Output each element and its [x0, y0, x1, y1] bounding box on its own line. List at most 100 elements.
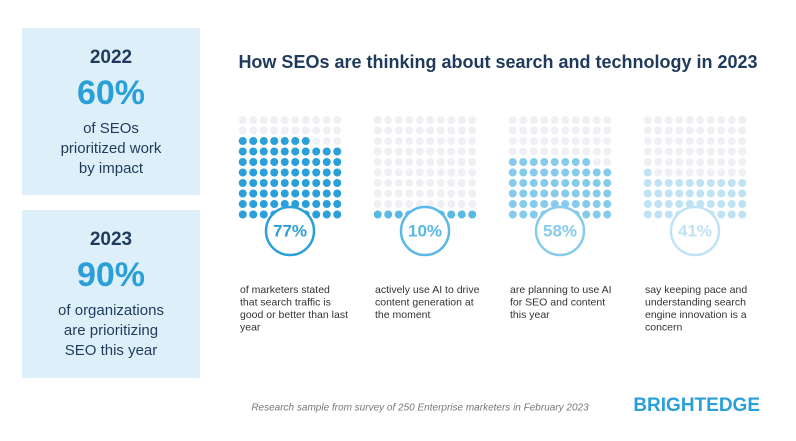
dot-empty	[394, 116, 403, 124]
dot-empty	[291, 116, 300, 124]
dot-empty	[706, 116, 715, 124]
dot-filled	[259, 168, 268, 177]
dot-filled	[675, 179, 684, 187]
dot-filled	[603, 200, 612, 208]
dot-empty	[270, 126, 279, 135]
dot-empty	[664, 116, 673, 124]
stat-text: understanding search	[645, 296, 746, 308]
dot-empty	[643, 137, 652, 145]
dot-empty	[259, 116, 268, 124]
dot-empty	[664, 137, 673, 145]
dot-empty	[373, 200, 382, 208]
dot-empty	[654, 147, 663, 156]
dot-filled	[259, 179, 268, 187]
dot-empty	[468, 137, 477, 145]
dot-empty	[592, 147, 601, 156]
dot-filled	[301, 179, 310, 187]
stat-text: engine innovation is a	[645, 309, 747, 321]
dot-empty	[394, 200, 403, 208]
dot-filled	[738, 200, 747, 208]
dot-filled	[603, 210, 612, 219]
dot-empty	[468, 116, 477, 124]
dot-empty	[592, 126, 601, 135]
dot-filled	[571, 158, 580, 166]
dot-empty	[405, 137, 414, 145]
dot-empty	[426, 189, 435, 198]
dot-empty	[540, 126, 549, 135]
dot-empty	[405, 147, 414, 156]
dot-empty	[643, 158, 652, 166]
dot-filled	[508, 158, 517, 166]
dot-filled	[447, 210, 456, 219]
dot-filled	[301, 168, 310, 177]
stat-text: the moment	[375, 309, 431, 321]
dot-filled	[529, 179, 538, 187]
dot-empty	[301, 126, 310, 135]
dot-empty	[373, 126, 382, 135]
dot-empty	[654, 116, 663, 124]
dot-filled	[280, 179, 289, 187]
panel-text: of SEOs	[83, 120, 139, 137]
dot-empty	[654, 126, 663, 135]
stat-text: for SEO and content	[510, 296, 605, 308]
dot-empty	[675, 116, 684, 124]
panel-year: 2022	[90, 47, 132, 68]
dot-empty	[706, 147, 715, 156]
dot-empty	[519, 116, 528, 124]
dot-filled	[259, 147, 268, 156]
dot-empty	[508, 126, 517, 135]
dot-filled	[561, 168, 570, 177]
dot-empty	[706, 168, 715, 177]
dot-empty	[582, 137, 591, 145]
dot-empty	[426, 116, 435, 124]
dot-empty	[643, 116, 652, 124]
dot-empty	[738, 116, 747, 124]
dot-filled	[249, 210, 258, 219]
dot-empty	[654, 158, 663, 166]
dot-empty	[394, 147, 403, 156]
dot-empty	[540, 116, 549, 124]
dot-filled	[291, 189, 300, 198]
badge	[534, 205, 586, 257]
dot-empty	[426, 158, 435, 166]
panel-stat: 90%	[77, 256, 145, 294]
dot-empty	[738, 168, 747, 177]
dot-filled	[519, 179, 528, 187]
dot-filled	[603, 189, 612, 198]
panel-text: SEO this year	[65, 342, 158, 359]
dot-filled	[519, 158, 528, 166]
dot-empty	[654, 168, 663, 177]
dot-filled	[540, 189, 549, 198]
dot-empty	[529, 137, 538, 145]
dot-empty	[447, 137, 456, 145]
badge	[399, 205, 451, 257]
badge	[264, 205, 316, 257]
dot-filled	[561, 179, 570, 187]
dot-empty	[727, 158, 736, 166]
dot-empty	[717, 126, 726, 135]
dot-empty	[468, 200, 477, 208]
panel-text: by impact	[79, 160, 144, 177]
dot-empty	[447, 168, 456, 177]
dot-empty	[685, 158, 694, 166]
dot-filled	[519, 200, 528, 208]
dot-filled	[643, 189, 652, 198]
dot-filled	[238, 158, 247, 166]
dot-filled	[643, 200, 652, 208]
badge-value: 41%	[678, 221, 712, 240]
dot-filled	[706, 189, 715, 198]
dot-empty	[738, 126, 747, 135]
dot-empty	[238, 116, 247, 124]
dot-filled	[592, 189, 601, 198]
dot-filled	[333, 200, 342, 208]
dot-filled	[727, 210, 736, 219]
dot-filled	[508, 210, 517, 219]
dot-empty	[675, 147, 684, 156]
dot-empty	[301, 116, 310, 124]
dot-empty	[426, 147, 435, 156]
dot-empty	[436, 116, 445, 124]
dot-filled	[592, 179, 601, 187]
dot-filled	[301, 200, 310, 208]
dot-filled	[270, 168, 279, 177]
dot-empty	[519, 147, 528, 156]
